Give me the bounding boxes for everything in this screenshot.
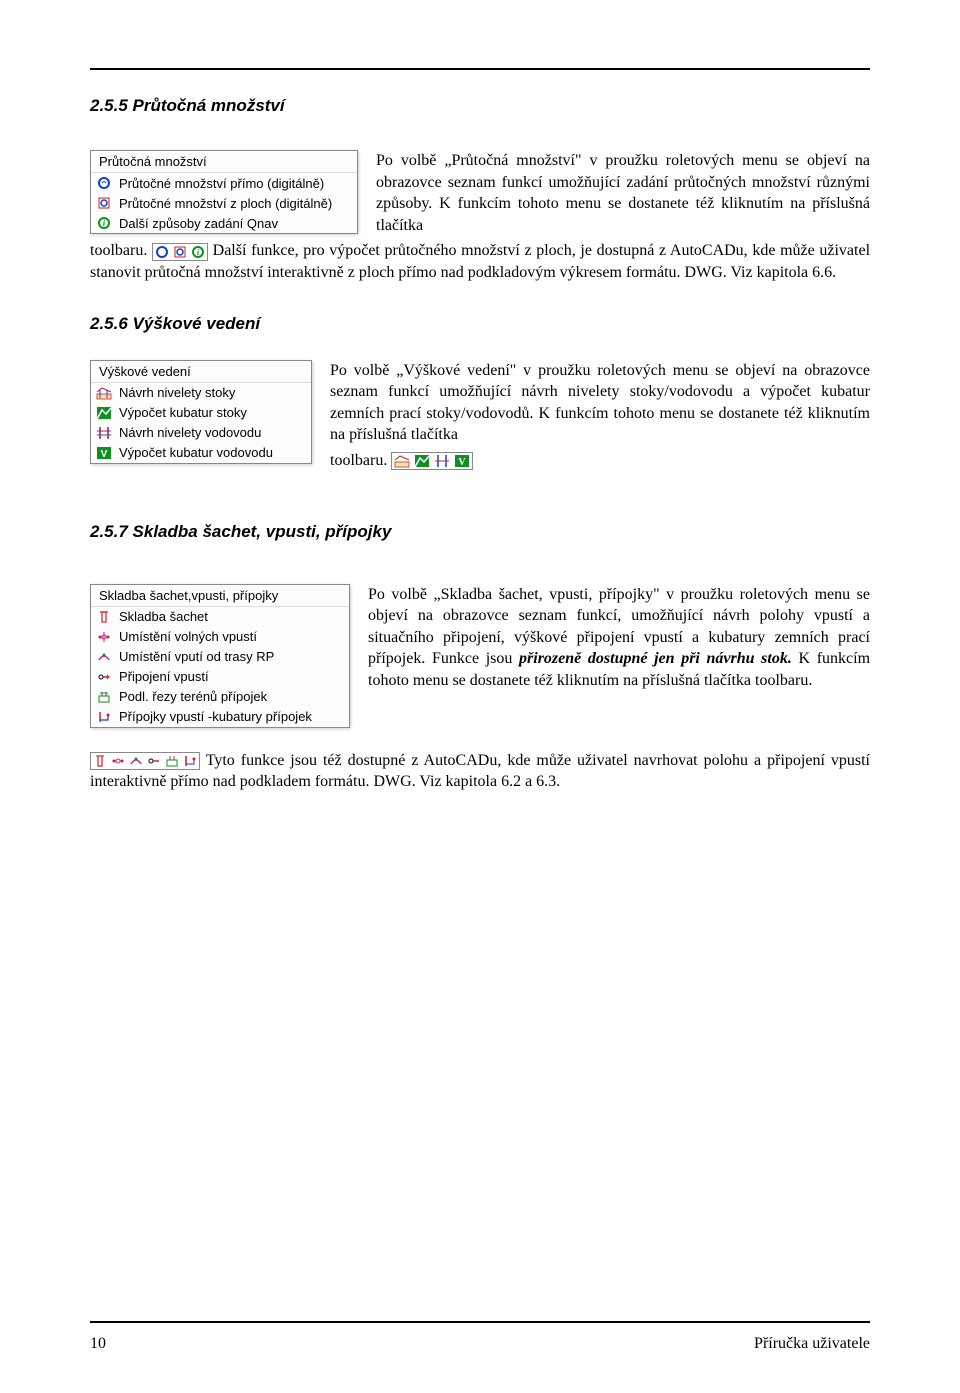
svg-text:i: i	[197, 248, 200, 257]
menu-item[interactable]: Návrh nivelety vodovodu	[91, 423, 311, 443]
vpust-rp-icon	[95, 649, 113, 665]
menu-vyskove: Výškové vedení Návrh nivelety stoky Výpo…	[90, 360, 312, 464]
menu-item-label: Umístění vputí od trasy RP	[119, 649, 274, 664]
para-256-b: toolbaru. V	[330, 450, 870, 472]
menu-item[interactable]: Přípojky vpustí -kubatury přípojek	[91, 707, 349, 727]
menu-item-label: Návrh nivelety stoky	[119, 385, 235, 400]
menu-title: Skladba šachet,vpusti, přípojky	[91, 585, 349, 607]
menu-item[interactable]: Připojení vpustí	[91, 667, 349, 687]
footer: 10 Příručka uživatele	[90, 1335, 870, 1353]
heading-257: 2.5.7 Skladba šachet, vpusti, přípojky	[90, 522, 870, 542]
menu-title: Výškové vedení	[91, 361, 311, 383]
flow-green-icon: i	[95, 215, 113, 231]
niveleta-vodovod-icon	[95, 425, 113, 441]
menu-item-label: Připojení vpustí	[119, 669, 209, 684]
para-256-a: Po volbě „Výškové vedení" v proužku role…	[330, 360, 870, 446]
rezy-icon	[95, 689, 113, 705]
pripojeni-icon	[95, 669, 113, 685]
para-255-a: Po volbě „Průtočná množství" v proužku r…	[376, 150, 870, 236]
menu-item[interactable]: V Výpočet kubatur vodovodu	[91, 443, 311, 463]
menu-item[interactable]: Průtočné množství z ploch (digitálně)	[91, 193, 357, 213]
menu-item[interactable]: Skladba šachet	[91, 607, 349, 627]
menu-item-label: Návrh nivelety vodovodu	[119, 425, 261, 440]
footer-rule	[90, 1321, 870, 1323]
kubatur-stoka-icon	[95, 405, 113, 421]
menu-item[interactable]: Umístění volných vpustí	[91, 627, 349, 647]
para-257-b: Tyto funkce jsou též dostupné z AutoCADu…	[90, 750, 870, 793]
menu-item[interactable]: Průtočné množství přímo (digitálně)	[91, 173, 357, 193]
menu-item-label: Umístění volných vpustí	[119, 629, 257, 644]
menu-item-label: Výpočet kubatur vodovodu	[119, 445, 273, 460]
svg-text:i: i	[103, 219, 106, 228]
flow-red-icon	[95, 195, 113, 211]
menu-prutocna: Průtočná množství Průtočné množství přím…	[90, 150, 358, 234]
menu-item[interactable]: Umístění vputí od trasy RP	[91, 647, 349, 667]
flow-blue-icon	[95, 175, 113, 191]
menu-item[interactable]: i Další způsoby zadání Qnav	[91, 213, 357, 233]
kubatury-pripojek-icon	[95, 709, 113, 725]
vpust-free-icon	[95, 629, 113, 645]
para-255-b: toolbaru. i Další funkce, pro výpočet pr…	[90, 240, 870, 283]
heading-256: 2.5.6 Výškové vedení	[90, 314, 870, 334]
sachet-icon	[95, 609, 113, 625]
section-257: 2.5.7 Skladba šachet, vpusti, přípojky S…	[90, 522, 870, 793]
menu-item[interactable]: Návrh nivelety stoky	[91, 383, 311, 403]
menu-item-label: Podl. řezy terénů přípojek	[119, 689, 267, 704]
menu-item-label: Skladba šachet	[119, 609, 208, 624]
menu-item-label: Další způsoby zadání Qnav	[119, 216, 278, 231]
section-255: 2.5.5 Průtočná množství Průtočná množstv…	[90, 96, 870, 284]
section-256: 2.5.6 Výškové vedení Výškové vedení Návr…	[90, 314, 870, 472]
menu-item-label: Průtočné množství přímo (digitálně)	[119, 176, 324, 191]
svg-text:V: V	[459, 457, 467, 468]
footer-label: Příručka uživatele	[754, 1335, 870, 1353]
menu-item[interactable]: Výpočet kubatur stoky	[91, 403, 311, 423]
menu-item-label: Výpočet kubatur stoky	[119, 405, 247, 420]
kubatur-vodovod-icon: V	[95, 445, 113, 461]
menu-item[interactable]: Podl. řezy terénů přípojek	[91, 687, 349, 707]
toolbar-skladba-icons	[90, 752, 200, 770]
page-number: 10	[90, 1335, 106, 1353]
menu-title: Průtočná množství	[91, 151, 357, 173]
menu-skladba: Skladba šachet,vpusti, přípojky Skladba …	[90, 584, 350, 728]
toolbar-vyskove-icons: V	[391, 452, 473, 470]
svg-text:V: V	[101, 449, 108, 460]
menu-item-label: Průtočné množství z ploch (digitálně)	[119, 196, 332, 211]
niveleta-stoka-icon	[95, 385, 113, 401]
toolbar-flow-icons: i	[152, 243, 208, 261]
para-257-a: Po volbě „Skladba šachet, vpusti, přípoj…	[368, 584, 870, 692]
menu-item-label: Přípojky vpustí -kubatury přípojek	[119, 709, 312, 724]
heading-255: 2.5.5 Průtočná množství	[90, 96, 870, 116]
